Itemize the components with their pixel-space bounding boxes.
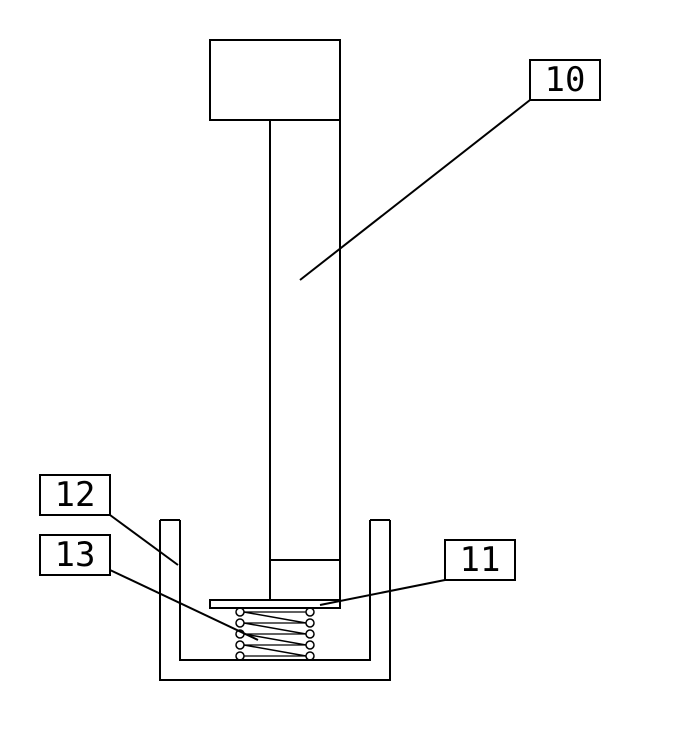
- part-10-shaft: [270, 120, 340, 560]
- part-13-spring: [236, 608, 314, 660]
- label-text-10: 10: [545, 60, 586, 100]
- leader-13: [110, 570, 258, 640]
- leader-12: [110, 515, 178, 565]
- part-10-head: [210, 40, 340, 120]
- leader-10: [300, 100, 530, 280]
- leader-11: [320, 580, 445, 605]
- label-text-13: 13: [55, 535, 96, 575]
- label-text-12: 12: [55, 475, 96, 515]
- label-text-11: 11: [460, 540, 501, 580]
